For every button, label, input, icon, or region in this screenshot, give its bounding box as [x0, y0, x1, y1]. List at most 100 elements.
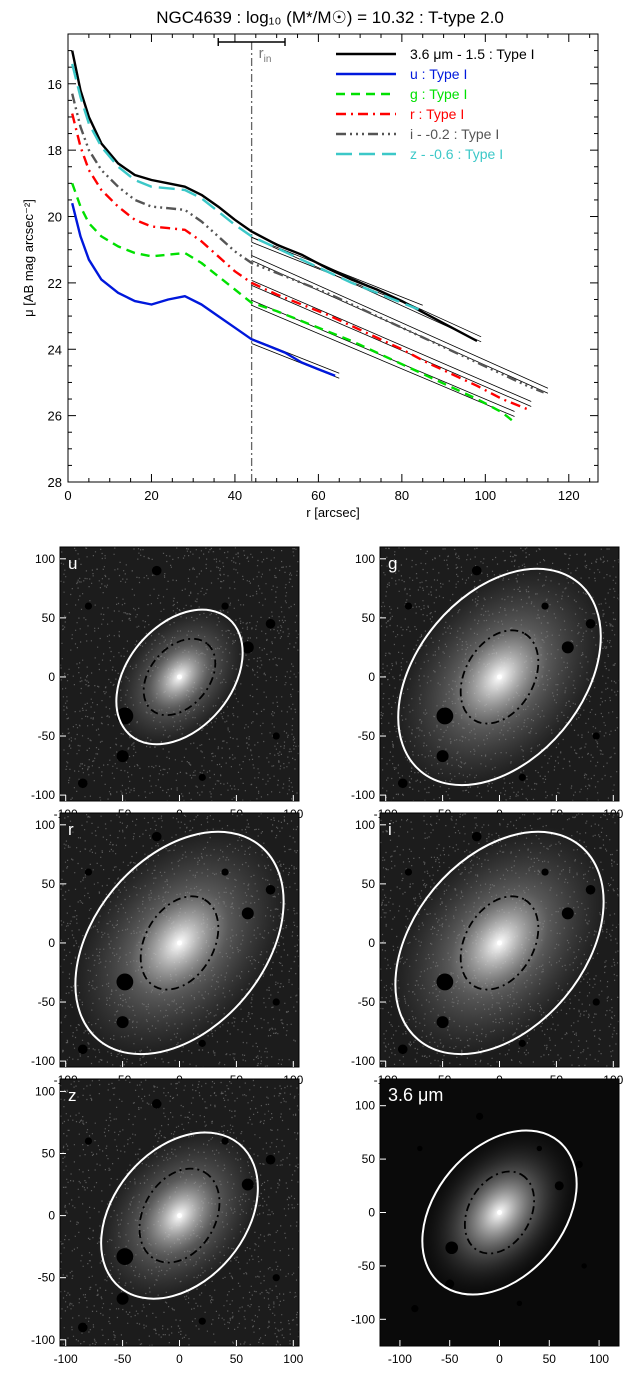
y-tick-label: 100	[355, 1099, 375, 1113]
masked-source	[471, 831, 482, 842]
y-tick-label: 100	[355, 552, 375, 566]
y-tick-label: 50	[42, 1147, 56, 1161]
masked-source	[518, 1039, 526, 1047]
series-line	[71, 63, 420, 311]
masked-source	[221, 1137, 229, 1145]
image-panel-3.6-um: 3.6 μm -100 -50 0 50 100 100 50 0 -50 -100	[351, 1078, 620, 1366]
x-tick-label: 40	[228, 488, 242, 503]
masked-source	[592, 998, 600, 1006]
masked-source	[411, 1305, 419, 1313]
masked-source	[541, 602, 549, 610]
galaxy-nucleus	[177, 1213, 182, 1219]
masked-source	[116, 1016, 129, 1029]
masked-source	[221, 602, 229, 610]
masked-source	[116, 1292, 129, 1305]
inner-ellipse	[138, 1167, 221, 1264]
y-tick-label: -50	[38, 995, 56, 1009]
galaxy-nucleus	[497, 940, 502, 946]
masked-source	[272, 998, 280, 1006]
x-tick-label: -50	[114, 1352, 132, 1366]
y-tick-label: 100	[355, 818, 375, 832]
x-tick-label: 50	[230, 1352, 244, 1366]
masked-source	[241, 907, 254, 920]
masked-source	[116, 707, 134, 725]
masked-source	[77, 1322, 88, 1333]
x-tick-label: 0	[64, 488, 71, 503]
y-tick-label: 0	[368, 1206, 375, 1220]
masked-source	[84, 602, 93, 610]
panel-label: u	[68, 554, 77, 573]
x-axis: 0 20 40 60 80 100 120	[64, 34, 591, 503]
masked-source	[151, 831, 162, 842]
masked-source	[151, 565, 162, 576]
masked-source	[404, 602, 413, 610]
y-tick-label: 18	[48, 143, 62, 158]
series-line	[71, 182, 516, 424]
inner-ellipse	[459, 629, 540, 725]
masked-source	[404, 868, 413, 876]
inner-ellipse	[459, 895, 540, 991]
x-tick-label: -100	[54, 1352, 78, 1366]
x-tick-label: 0	[176, 1352, 183, 1366]
panel-label: z	[68, 1086, 77, 1105]
masked-source	[554, 1181, 564, 1191]
y-tick-label: 16	[48, 77, 62, 92]
y-tick-label: -50	[358, 729, 376, 743]
y-tick-label: 24	[48, 342, 62, 357]
series-line	[71, 50, 478, 343]
fit-line	[251, 255, 549, 389]
x-tick-label: 100	[283, 1352, 303, 1366]
y-tick-label: 100	[35, 818, 55, 832]
x-tick-label: 80	[395, 488, 409, 503]
y-tick-label: -50	[38, 729, 56, 743]
x-tick-label: -50	[441, 1352, 459, 1366]
y-tick-label: 0	[368, 670, 375, 684]
y-tick-label: 26	[48, 409, 62, 424]
legend-label: u : Type I	[410, 66, 467, 82]
masked-source	[417, 1145, 423, 1152]
masked-source	[241, 641, 254, 654]
masked-source	[272, 732, 280, 740]
panel-label: i	[388, 820, 392, 839]
x-tick-label: -100	[388, 1352, 412, 1366]
masked-source	[575, 1160, 583, 1169]
panel-label: g	[388, 554, 397, 573]
panel-label: r	[68, 820, 74, 839]
inner-ellipse	[463, 1170, 536, 1255]
y-tick-label: -100	[31, 788, 55, 802]
outer-ellipse	[394, 830, 605, 1056]
y-tick-label: 50	[362, 877, 376, 891]
masked-source	[198, 1039, 206, 1047]
galaxy-nucleus	[177, 674, 182, 680]
legend: 3.6 μm - 1.5 : Type I u : Type I g : Type …	[336, 46, 535, 162]
x-tick-label: 0	[496, 1352, 503, 1366]
masked-source	[561, 907, 574, 920]
y-tick-label: -100	[351, 1054, 375, 1068]
galaxy-nucleus	[497, 1210, 502, 1215]
inner-ellipse	[139, 895, 220, 991]
masked-source	[445, 1241, 459, 1255]
series-line	[71, 202, 336, 377]
plot-frame	[67, 33, 599, 483]
masked-source	[516, 1300, 523, 1306]
masked-source	[116, 973, 134, 991]
outer-ellipse	[100, 1131, 259, 1300]
galaxy-nucleus	[177, 940, 182, 946]
surface-brightness-profile-chart: NGC4639 : log₁₀ (M*/M☉) = 10.32 : T-type…	[21, 8, 599, 520]
legend-label: r : Type I	[410, 106, 464, 122]
y-tick-label: 50	[42, 611, 56, 625]
masked-source	[116, 750, 129, 763]
masked-source	[77, 778, 88, 789]
masked-source	[265, 884, 276, 895]
y-tick-label: 0	[48, 1209, 55, 1223]
y-tick-label: -100	[351, 788, 375, 802]
masked-source	[198, 1317, 206, 1325]
masked-source	[541, 868, 549, 876]
masked-source	[221, 868, 229, 876]
fit-line	[251, 304, 515, 417]
outer-ellipse	[421, 1129, 578, 1296]
masked-source	[436, 1016, 449, 1029]
chart-title: NGC4639 : log₁₀ (M*/M☉) = 10.32 : T-type…	[156, 8, 504, 27]
